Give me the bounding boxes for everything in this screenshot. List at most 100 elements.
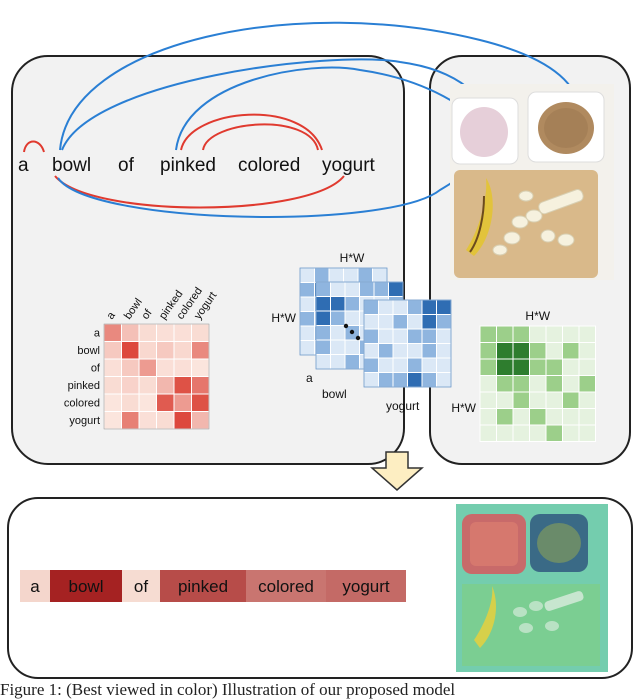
feature-map-cell	[392, 328, 408, 344]
image-matrix-cell	[562, 342, 580, 360]
ellipsis-dot	[343, 323, 349, 329]
ellipsis-dot	[349, 329, 355, 335]
text-matrix-row-label: pinked	[68, 380, 100, 392]
text-matrix-cell	[173, 341, 192, 360]
image-matrix-cell	[512, 342, 530, 360]
feature-map-cell	[344, 310, 360, 326]
output-token-cell	[122, 570, 160, 602]
output-token-word: pinked	[178, 577, 228, 596]
feature-map-cell	[363, 372, 379, 388]
text-matrix-cell	[138, 358, 157, 377]
feature-map-cell	[436, 372, 452, 388]
figure-caption: Figure 1: (Best viewed in color) Illustr…	[0, 680, 456, 699]
feature-map-cell	[315, 339, 331, 355]
feature-map-cell	[330, 354, 346, 370]
image-matrix-cell	[578, 375, 596, 393]
feature-map-cell	[344, 354, 360, 370]
feature-map-cell	[372, 267, 388, 283]
feature-map-cell	[421, 328, 437, 344]
feature-map-dim-left: H*W	[271, 311, 296, 325]
image-matrix-cell	[512, 408, 530, 426]
text-matrix-cell	[191, 376, 210, 395]
image-matrix-cell	[496, 342, 514, 360]
text-matrix-cell	[121, 341, 140, 360]
feature-map-label-yogurt: yogurt	[386, 399, 420, 413]
output-token-cell	[160, 570, 246, 602]
text-matrix-cell	[103, 376, 122, 395]
text-matrix-cell	[191, 411, 210, 430]
output-token-word: yogurt	[342, 577, 390, 596]
image-matrix-cell	[562, 424, 580, 442]
text-matrix-cell	[173, 323, 192, 342]
feature-map-cell	[359, 281, 375, 297]
feature-map-cell	[421, 343, 437, 359]
feature-map-cell	[363, 357, 379, 373]
text-matrix-cell	[191, 358, 210, 377]
image-matrix-cell	[578, 358, 596, 376]
text-matrix-cell	[173, 376, 192, 395]
image-matrix-cell	[512, 424, 530, 442]
text-matrix-cell	[156, 323, 175, 342]
text-matrix-cell	[103, 358, 122, 377]
feature-map-cell	[436, 314, 452, 330]
feature-map-cell	[407, 328, 423, 344]
feature-map-cell	[378, 357, 394, 373]
down-arrow-icon	[370, 451, 424, 491]
image-matrix-cell	[529, 375, 547, 393]
image-matrix-cell	[562, 375, 580, 393]
output-token-word: colored	[258, 577, 314, 596]
feature-map-cell	[392, 299, 408, 315]
feature-map-cell	[392, 314, 408, 330]
feature-map-cell	[436, 328, 452, 344]
feature-map-cell	[436, 343, 452, 359]
image-matrix-cell	[479, 342, 497, 360]
text-matrix-cell	[156, 341, 175, 360]
feature-map-cell	[344, 339, 360, 355]
feature-map-dim-top: H*W	[340, 251, 365, 265]
image-matrix-cell	[529, 325, 547, 343]
image-matrix-cell	[479, 375, 497, 393]
feature-map-cell	[363, 299, 379, 315]
feature-map-cell	[388, 281, 404, 297]
text-matrix-row-label: a	[94, 327, 101, 339]
arc-a-bowl	[23, 140, 45, 153]
text-matrix-cell	[103, 323, 122, 342]
text-matrix-cell	[173, 411, 192, 430]
image-matrix-cell	[479, 424, 497, 442]
arc-pinked-yogurt	[180, 113, 323, 151]
output-token-cell	[20, 570, 50, 602]
text-matrix-row-label: colored	[64, 397, 100, 409]
feature-map-cell	[330, 325, 346, 341]
image-matrix-cell	[512, 391, 530, 409]
image-matrix-cell	[529, 424, 547, 442]
text-matrix-cell	[156, 411, 175, 430]
output-token-cell	[50, 570, 122, 602]
text-matrix-cell	[103, 341, 122, 360]
image-matrix-cell	[529, 408, 547, 426]
text-matrix-cell	[138, 376, 157, 395]
image-matrix-cell	[545, 342, 563, 360]
image-matrix-cell	[562, 408, 580, 426]
image-attention-matrix: H*W H*W	[451, 309, 596, 442]
text-matrix-cell	[121, 393, 140, 412]
feature-map-cell	[315, 325, 331, 341]
feature-map-cell	[363, 328, 379, 344]
feature-map-cell	[436, 357, 452, 373]
text-matrix-cell	[173, 358, 192, 377]
text-matrix-cell	[191, 323, 210, 342]
feature-map-cell	[315, 281, 331, 297]
text-matrix-cell	[121, 358, 140, 377]
output-token-cell	[326, 570, 406, 602]
image-matrix-cell	[479, 358, 497, 376]
feature-map-cell	[344, 296, 360, 312]
image-matrix-cell	[578, 391, 596, 409]
image-matrix-cell	[496, 408, 514, 426]
text-dependency-arcs	[23, 113, 345, 209]
image-matrix-cell	[545, 358, 563, 376]
feature-map-cell	[363, 314, 379, 330]
feature-map-cell	[392, 372, 408, 388]
sentence-word: colored	[238, 155, 300, 176]
feature-map-cell	[299, 340, 315, 356]
feature-map-cell	[373, 281, 389, 297]
